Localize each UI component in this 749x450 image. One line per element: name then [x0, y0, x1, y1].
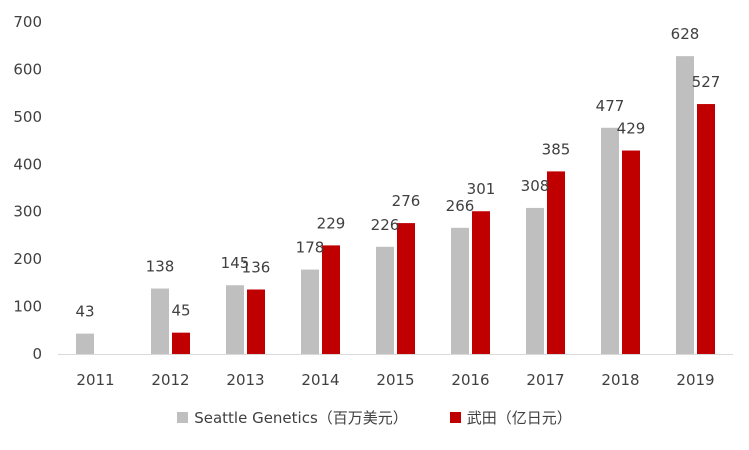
data-label-takeda-2015: 276	[392, 192, 421, 210]
legend-item-seattle-genetics: Seattle Genetics（百万美元）	[177, 407, 408, 428]
x-tick-label: 2011	[76, 371, 114, 389]
y-tick-label: 500	[13, 108, 42, 126]
x-tick-label: 2018	[601, 371, 639, 389]
bar-seattle-genetics-2016	[451, 227, 469, 354]
y-tick-label: 0	[32, 345, 42, 363]
x-tick-label: 2017	[526, 371, 564, 389]
data-label-seattle-genetics-2015: 226	[371, 216, 400, 234]
bar-takeda-2012	[172, 332, 190, 354]
data-label-seattle-genetics-2018: 477	[596, 97, 625, 115]
bar-seattle-genetics-2015	[376, 246, 394, 354]
bar-takeda-2019	[697, 104, 715, 355]
legend-swatch-takeda	[449, 412, 461, 423]
y-tick-label: 700	[13, 13, 42, 31]
bar-takeda-2015	[397, 223, 415, 354]
bar-seattle-genetics-2012	[151, 288, 169, 354]
x-tick-label: 2014	[301, 371, 339, 389]
bar-takeda-2014	[322, 245, 340, 354]
data-label-seattle-genetics-2016: 266	[446, 197, 475, 215]
bar-seattle-genetics-2013	[226, 285, 244, 354]
bar-seattle-genetics-2014	[301, 269, 319, 354]
y-axis-ticks: 0 100 200 300 400 500 600 700	[13, 13, 42, 363]
x-tick-label: 2013	[226, 371, 264, 389]
bar-seattle-genetics-2011	[76, 333, 94, 354]
data-label-seattle-genetics-2019: 628	[671, 25, 700, 43]
data-label-seattle-genetics-2011: 43	[75, 303, 94, 321]
data-label-takeda-2018: 429	[617, 120, 646, 138]
data-label-takeda-2019: 527	[692, 73, 721, 91]
data-label-takeda-2012: 45	[171, 302, 190, 320]
x-tick-label: 2016	[451, 371, 489, 389]
bar-takeda-2013	[247, 289, 265, 354]
bar-seattle-genetics-2017	[526, 207, 544, 354]
data-label-takeda-2013: 136	[242, 258, 271, 276]
bar-takeda-2017	[547, 171, 565, 354]
bar-seattle-genetics-2018	[601, 127, 619, 354]
y-tick-label: 100	[13, 298, 42, 316]
bar-takeda-2018	[622, 150, 640, 354]
legend-label-seattle-genetics: Seattle Genetics（百万美元）	[194, 409, 408, 427]
data-label-seattle-genetics-2017: 308	[521, 177, 550, 195]
bar-takeda-2016	[472, 211, 490, 354]
bars	[76, 56, 715, 355]
y-tick-label: 300	[13, 203, 42, 221]
data-label-takeda-2016: 301	[467, 180, 496, 198]
y-tick-label: 200	[13, 250, 42, 268]
legend-item-takeda: 武田（亿日元）	[449, 407, 572, 428]
data-label-seattle-genetics-2014: 178	[296, 239, 325, 257]
x-axis-ticks: 2011 2012 2013 2014 2015 2016 2017 2018 2019	[76, 371, 714, 389]
x-tick-label: 2015	[376, 371, 414, 389]
data-label-seattle-genetics-2012: 138	[146, 258, 175, 276]
legend-swatch-seattle-genetics	[177, 412, 189, 423]
y-tick-label: 400	[13, 155, 42, 173]
y-tick-label: 600	[13, 60, 42, 78]
legend-label-takeda: 武田（亿日元）	[466, 409, 572, 427]
x-tick-label: 2019	[676, 371, 714, 389]
data-label-takeda-2017: 385	[542, 140, 571, 158]
data-label-seattle-genetics-2013: 145	[221, 254, 250, 272]
x-tick-label: 2012	[151, 371, 189, 389]
data-label-takeda-2014: 229	[317, 214, 346, 232]
bar-seattle-genetics-2019	[676, 56, 694, 355]
legend: Seattle Genetics（百万美元） 武田（亿日元）	[0, 407, 749, 428]
